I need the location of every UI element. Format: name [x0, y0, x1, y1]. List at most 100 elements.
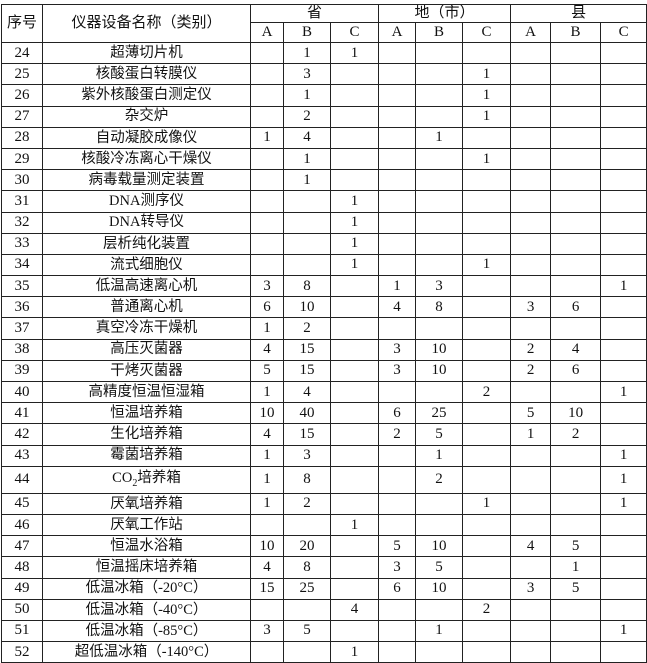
count-county-b: [550, 232, 602, 255]
table-row: 24 超薄切片机 1 1: [1, 41, 647, 65]
count-county-a: [510, 253, 552, 277]
count-county-a: 3: [510, 296, 552, 319]
equipment-name: 真空冷冻干燥机: [42, 317, 251, 340]
count-city-b: 10: [415, 359, 464, 383]
count-county-a: [510, 63, 552, 86]
table-row: 39 干烤灭菌器 5 15 3 10 2 6: [1, 359, 647, 383]
row-number: 40: [1, 380, 43, 404]
count-county-a: [510, 190, 552, 213]
count-province-c: 1: [329, 253, 380, 277]
count-city-a: [378, 641, 417, 663]
count-city-b: 10: [415, 535, 464, 558]
table-row: 41 恒温培养箱 10 40 6 25 5 10: [1, 402, 647, 425]
count-county-c: [600, 253, 647, 277]
header-no: 序号: [1, 4, 43, 43]
row-number: 52: [1, 641, 43, 663]
count-province-b: 8: [283, 275, 331, 298]
count-province-a: [250, 147, 284, 171]
count-province-a: 1: [250, 465, 284, 494]
count-city-b: 10: [415, 577, 464, 600]
count-county-c: [600, 105, 647, 128]
count-province-b: [283, 598, 331, 621]
equipment-name: 流式细胞仪: [42, 253, 251, 277]
count-city-b: [415, 190, 464, 213]
count-county-a: [510, 492, 552, 515]
count-province-b: 2: [283, 317, 331, 340]
equipment-name: 低温冰箱（-40°C）: [42, 598, 251, 621]
equipment-name: DNA测序仪: [42, 190, 251, 213]
count-city-a: [378, 619, 417, 643]
count-county-c: [600, 169, 647, 192]
count-county-c: 1: [600, 619, 647, 643]
count-province-a: 10: [250, 402, 284, 425]
table-row: 50 低温冰箱（-40°C） 4 2: [1, 598, 647, 621]
row-number: 38: [1, 338, 43, 361]
count-city-b: 1: [415, 126, 464, 149]
count-county-a: [510, 556, 552, 579]
header-county: 县: [510, 4, 647, 23]
table-row: 35 低温高速离心机 3 8 1 3 1: [1, 275, 647, 298]
count-city-b: 10: [415, 338, 464, 361]
row-number: 33: [1, 232, 43, 255]
count-city-a: [378, 84, 417, 107]
row-number: 28: [1, 126, 43, 149]
header-sub-province-b: B: [283, 22, 331, 43]
table-row: 52 超低温冰箱（-140°C） 1: [1, 641, 647, 663]
count-city-a: [378, 492, 417, 515]
count-county-b: 1: [550, 556, 602, 579]
count-county-b: [550, 253, 602, 277]
count-county-b: [550, 275, 602, 298]
count-province-c: 1: [329, 211, 380, 234]
count-county-c: 1: [600, 380, 647, 404]
count-province-b: 15: [283, 423, 331, 446]
count-county-c: 1: [600, 465, 647, 494]
count-province-c: [329, 535, 380, 558]
count-city-b: [415, 84, 464, 107]
count-province-b: 10: [283, 296, 331, 319]
count-province-c: [329, 147, 380, 171]
row-number: 48: [1, 556, 43, 579]
count-city-b: [415, 63, 464, 86]
count-city-b: 5: [415, 556, 464, 579]
count-city-b: 1: [415, 444, 464, 467]
count-county-c: [600, 338, 647, 361]
count-province-a: [250, 253, 284, 277]
table-row: 36 普通离心机 6 10 4 8 3 6: [1, 296, 647, 319]
count-county-c: [600, 577, 647, 600]
count-county-c: [600, 641, 647, 663]
count-province-c: [329, 63, 380, 86]
count-county-a: [510, 444, 552, 467]
count-city-c: [462, 402, 512, 425]
count-county-b: [550, 598, 602, 621]
table-row: 45 厌氧培养箱 1 2 1 1: [1, 492, 647, 515]
count-province-c: [329, 84, 380, 107]
count-county-a: [510, 105, 552, 128]
row-number: 41: [1, 402, 43, 425]
equipment-name: 自动凝胶成像仪: [42, 126, 251, 149]
count-county-b: [550, 105, 602, 128]
row-number: 31: [1, 190, 43, 213]
count-county-c: [600, 84, 647, 107]
count-city-b: 8: [415, 296, 464, 319]
count-province-a: [250, 84, 284, 107]
count-province-c: 1: [329, 190, 380, 213]
count-county-c: [600, 41, 647, 65]
count-province-a: 3: [250, 275, 284, 298]
count-city-c: 2: [462, 598, 512, 621]
count-province-c: [329, 465, 380, 494]
table-row: 25 核酸蛋白转膜仪 3 1: [1, 63, 647, 86]
count-province-c: 1: [329, 41, 380, 65]
table-row: 30 病毒载量测定装置 1: [1, 169, 647, 192]
count-city-a: 3: [378, 338, 417, 361]
count-city-c: [462, 190, 512, 213]
equipment-name: 核酸蛋白转膜仪: [42, 63, 251, 86]
equipment-name: 低温冰箱（-20°C）: [42, 577, 251, 600]
equipment-name: 紫外核酸蛋白测定仪: [42, 84, 251, 107]
equipment-name: 生化培养箱: [42, 423, 251, 446]
count-city-b: [415, 492, 464, 515]
count-county-a: 1: [510, 423, 552, 446]
row-number: 26: [1, 84, 43, 107]
count-city-c: [462, 169, 512, 192]
count-province-c: [329, 556, 380, 579]
